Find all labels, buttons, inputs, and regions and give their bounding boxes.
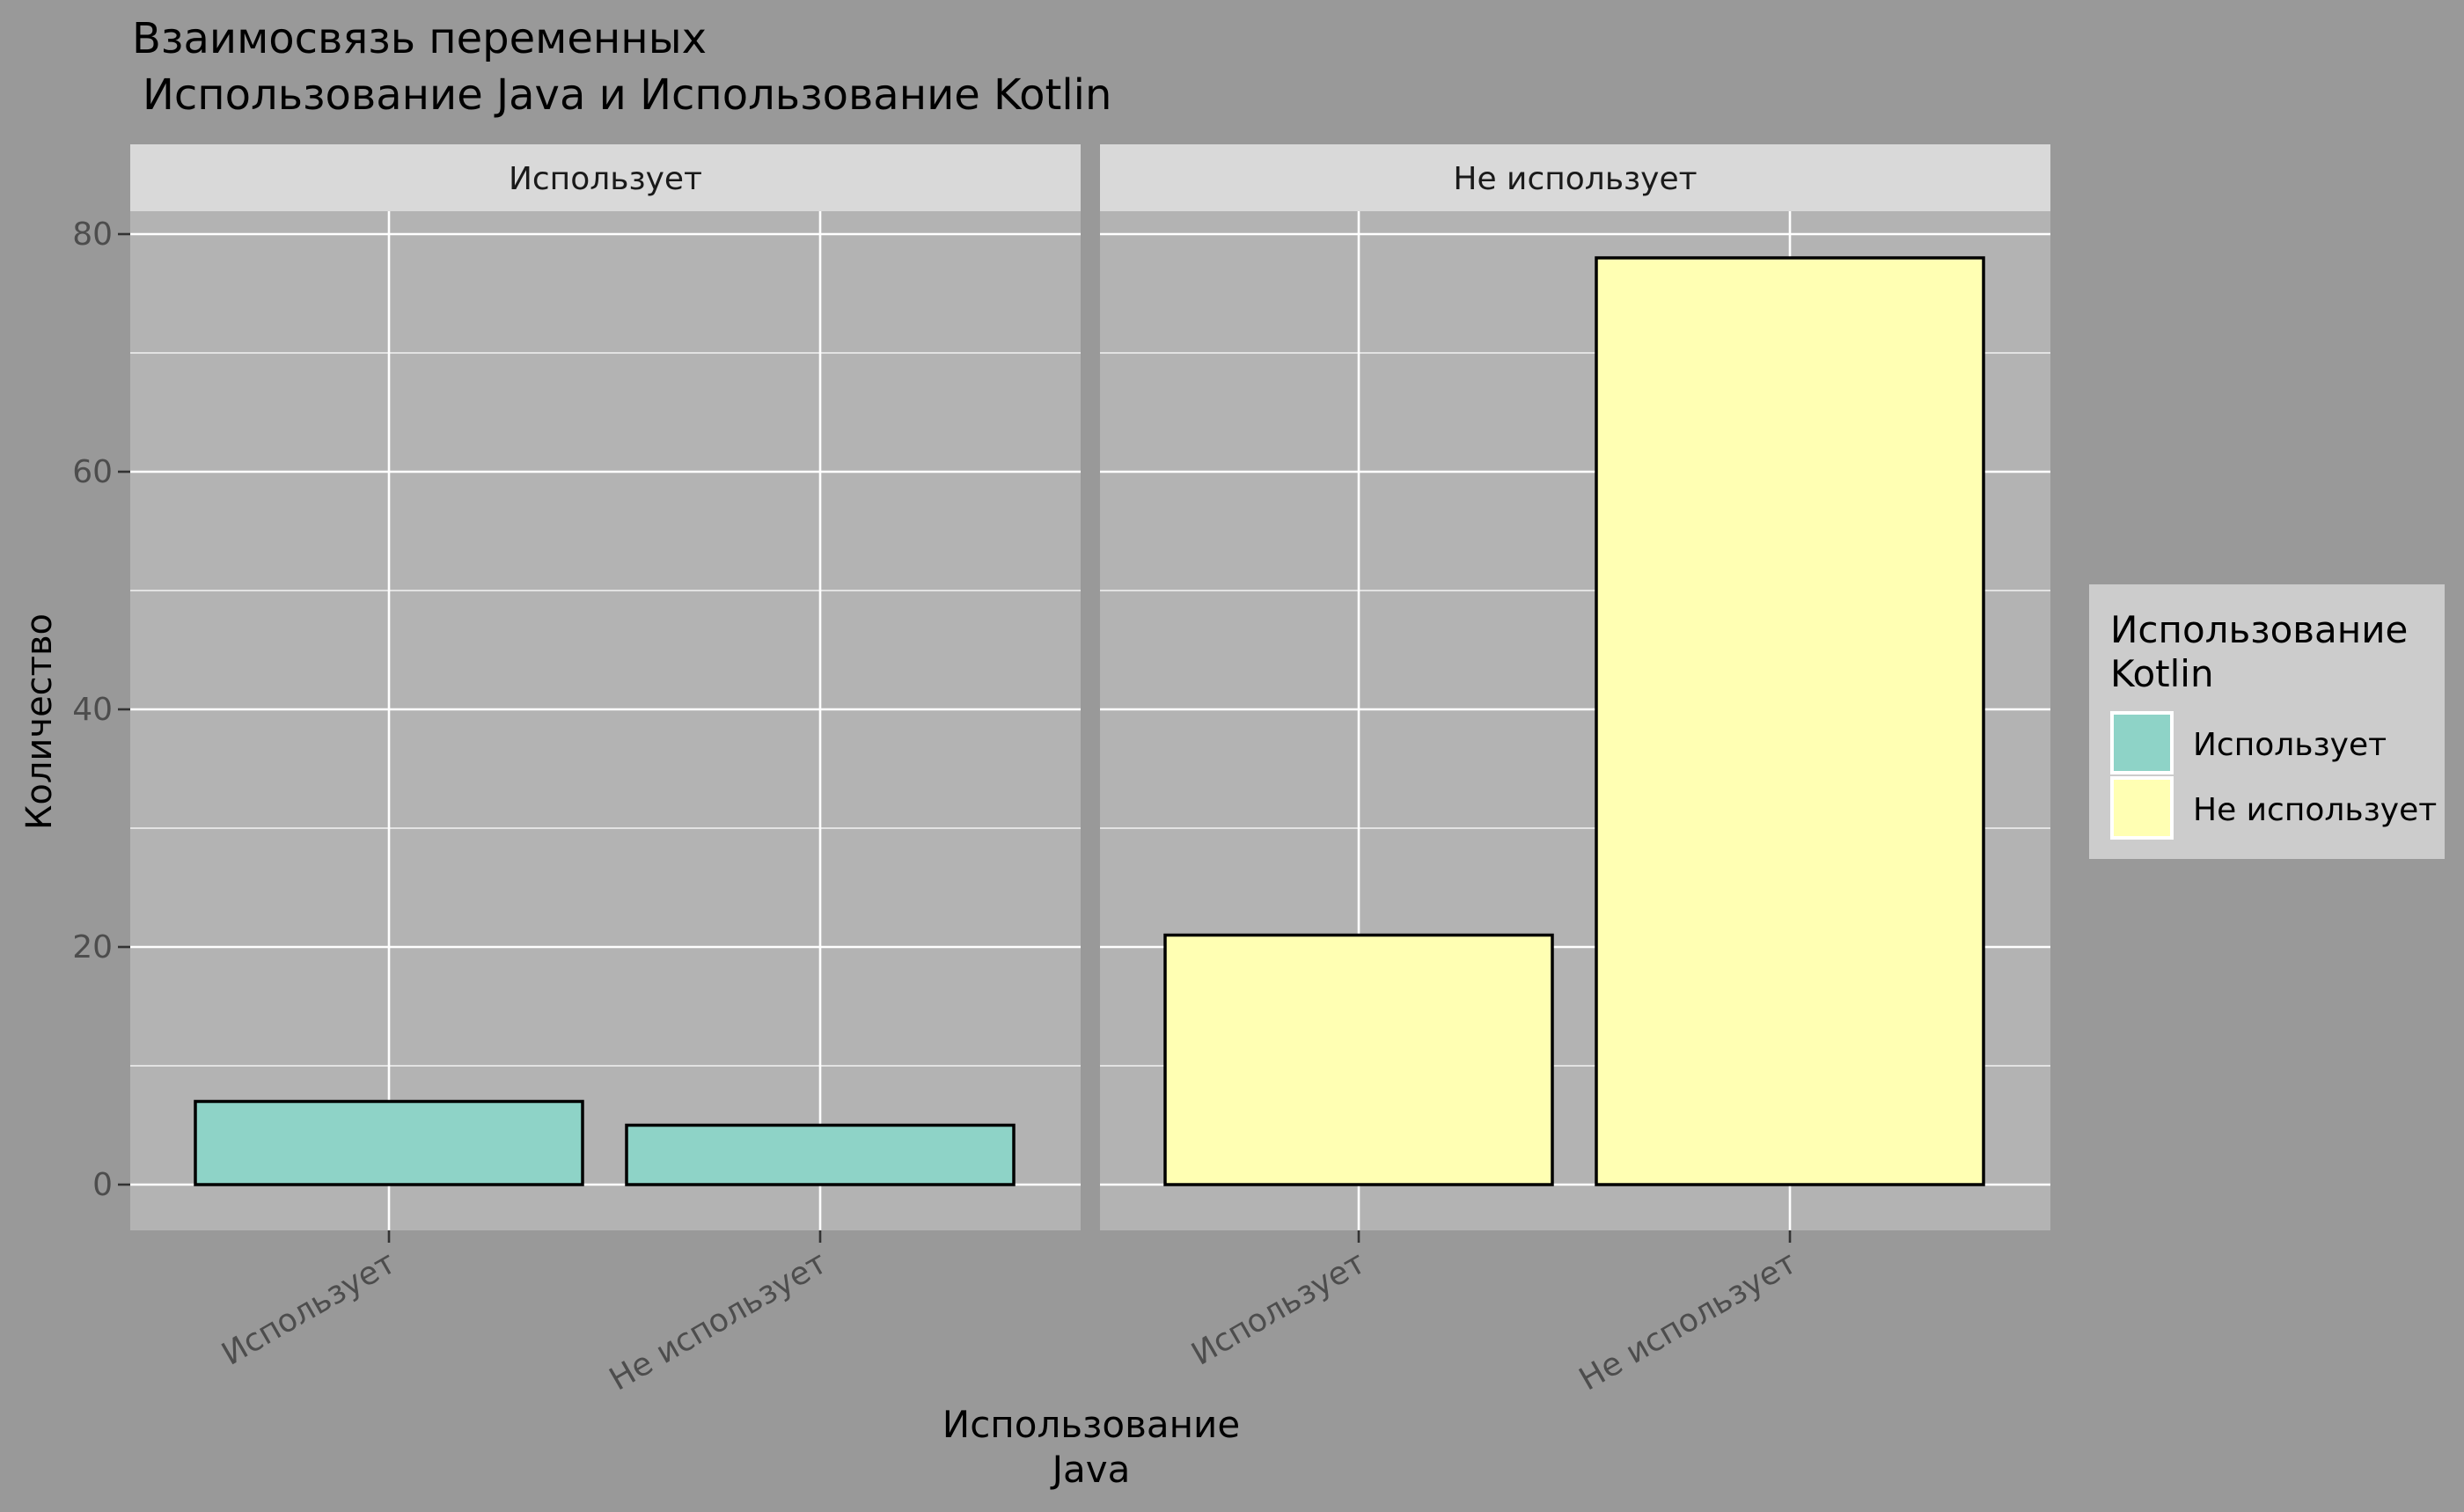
y-axis: 0 20 40 60 80 — [72, 217, 130, 1203]
x-axis-label-line1: Использование — [942, 1403, 1240, 1446]
y-tick-label: 80 — [72, 217, 113, 253]
legend-items: Использует Не использует — [2110, 711, 2437, 840]
y-tick-label: 60 — [72, 454, 113, 490]
bar — [1163, 933, 1554, 1186]
y-tick-label: 40 — [72, 692, 113, 728]
bar — [1595, 256, 1985, 1186]
facet-panel: Использует — [130, 144, 1081, 1230]
facet-panel: Не использует — [1100, 144, 2050, 1230]
legend-swatch — [2114, 780, 2170, 836]
facet-strip-label: Не использует — [1453, 161, 1697, 197]
facet-panels: Использует Не использует — [130, 144, 2050, 1230]
y-axis-label: Количество — [19, 613, 60, 830]
chart-title-line1: Взаимосвязь переменных — [132, 14, 707, 63]
bar — [625, 1123, 1016, 1186]
bar — [194, 1099, 584, 1186]
facet-strip — [1100, 144, 2050, 211]
x-axis-label-line2: Java — [1050, 1448, 1131, 1491]
y-tick-label: 20 — [72, 929, 113, 965]
legend-item: Использует — [2110, 711, 2387, 774]
legend: Использование Kotlin Использует Не исполь… — [2089, 584, 2445, 859]
legend-swatch — [2114, 715, 2170, 771]
facet-strip-label: Использует — [509, 161, 702, 197]
facet-strip — [130, 144, 1081, 211]
legend-title-line1: Использование — [2110, 608, 2408, 651]
y-tick-label: 0 — [92, 1167, 113, 1203]
chart-title-line2: Использование Java и Использование Kotli… — [143, 70, 1111, 120]
legend-label: Использует — [2193, 727, 2387, 763]
legend-label: Не использует — [2193, 792, 2437, 828]
panel-background — [130, 211, 1081, 1230]
legend-title-line2: Kotlin — [2110, 652, 2214, 695]
legend-item: Не использует — [2110, 776, 2437, 840]
